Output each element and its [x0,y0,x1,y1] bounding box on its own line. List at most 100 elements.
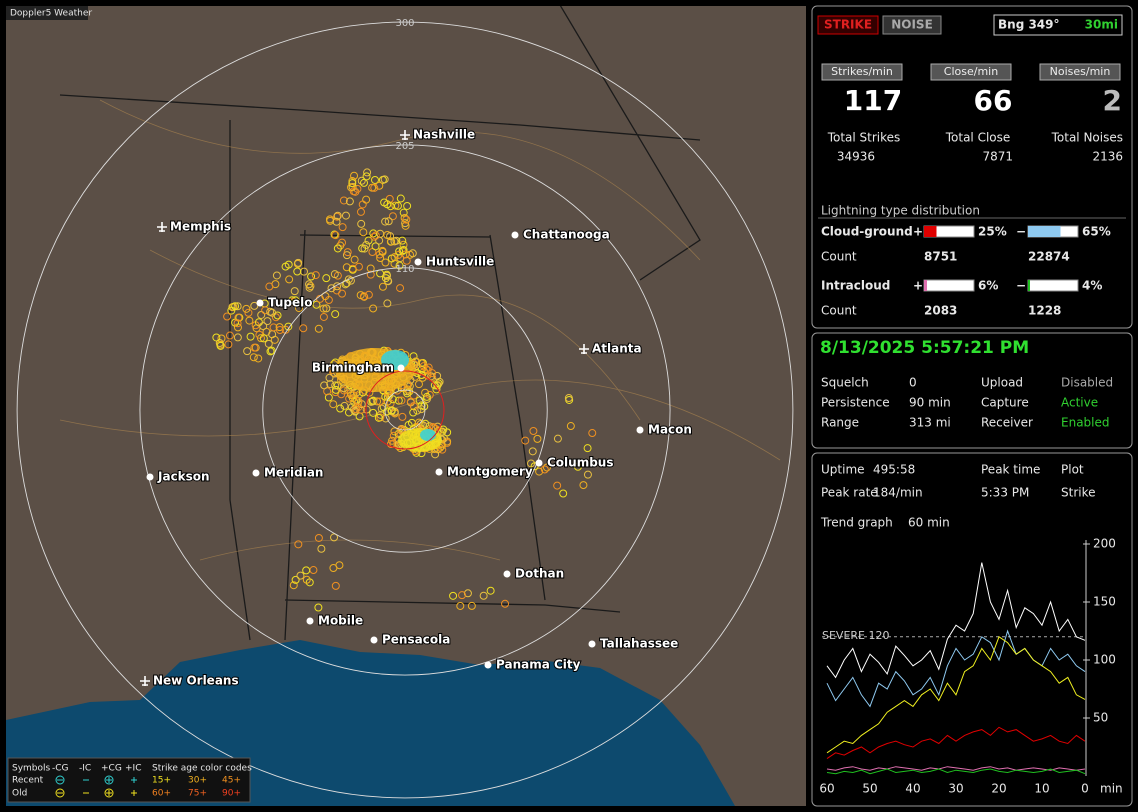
trend-line [826,766,1086,771]
strike-marker [268,308,277,317]
strike-marker [433,371,442,380]
strike-marker [250,301,259,310]
x-tick-label: 50 [862,782,877,796]
strike-marker [443,437,452,446]
strike-marker [325,373,334,382]
city-dot [503,570,511,578]
strike-marker [351,406,360,415]
strike-marker [245,316,254,325]
y-tick-label: 100 [1093,653,1116,667]
strike-marker [430,381,439,390]
rate-header [821,63,903,81]
trend-label: Trend graph [820,516,893,530]
rate-header [930,63,1012,81]
info-label: Range [821,416,859,430]
strike-marker [398,236,407,245]
stat-text: 5:33 PM [981,486,1029,500]
strike-marker [212,333,221,342]
strike-marker [364,290,373,299]
strike-marker [291,296,300,305]
strike-marker [267,346,276,355]
panel [811,332,1133,449]
airport-icon [157,222,167,232]
strike-marker [456,601,465,610]
strike-marker [479,591,488,600]
strike-button[interactable] [817,15,879,35]
strike-marker [346,276,355,285]
strike-marker [330,270,339,279]
strike-marker [342,251,351,260]
strike-marker [393,201,402,210]
info-value: 90 min [909,396,951,410]
strike-marker [383,299,392,308]
strike-marker [348,179,357,188]
city-label: Nashville [413,128,475,142]
age-code: 45+ [222,776,241,786]
x-unit: min [1100,782,1123,796]
strike-marker [350,171,359,180]
strike-marker [341,211,350,220]
city-label: Panama City [496,658,581,672]
stat-text: Plot [1061,463,1084,477]
strike-marker [284,260,293,269]
strike-marker [246,332,255,341]
strike-marker [373,397,382,406]
city-label: Tupelo [268,296,313,310]
noise-button[interactable] [882,15,942,35]
age-code: 75+ [188,789,207,799]
legend: Symbols -CG -IC +CG +IC Strike age color… [7,757,252,803]
legend-symbols-old [55,788,137,798]
noise-button-label[interactable]: NOISE [891,18,933,32]
airport-icon [579,344,589,354]
city-label: Atlanta [592,342,642,356]
map: 300 205 110 Nashville Memphis Chattanooga Hun… [6,6,806,806]
map-title-box [6,6,88,20]
info-value: 0 [909,376,917,390]
range-label: 300 [395,18,414,29]
distribution-title: Lightning type distribution [821,204,980,218]
rate-label: Strikes/min [831,65,893,78]
datetime: 8/13/2025 5:57:21 PM [820,338,1029,358]
strike-marker [319,312,328,321]
strike-marker [356,207,365,216]
strike-marker [402,215,411,224]
pct-bar [924,280,927,291]
count-value: 22874 [1028,250,1070,264]
strike-marker [383,407,392,416]
city-label: Montgomery [447,465,533,479]
strike-marker [285,275,294,284]
strike-marker [302,575,311,584]
strike-marker [326,380,335,389]
strike-marker [261,306,270,315]
strike-marker [421,419,430,428]
strike-marker [588,429,597,438]
strike-marker [319,304,328,313]
inner-ring [384,389,426,431]
rate-value: 66 [974,84,1013,117]
pct-bar [1028,226,1061,237]
strike-marker [357,405,366,414]
strike-marker [284,322,293,331]
strike-marker [348,394,357,403]
strike-marker [329,563,338,572]
strike-marker [421,388,430,397]
strike-marker [559,489,568,498]
stat-text: Peak time [981,463,1040,477]
strike-marker [431,450,440,459]
count-value: 8751 [924,250,957,264]
strike-button-label[interactable]: STRIKE [824,18,872,32]
strike-marker [330,533,339,542]
info-label: Persistence [821,396,890,410]
strike-marker [443,428,452,437]
pct-label: 25% [978,225,1007,239]
strike-marker [378,246,387,255]
strike-marker [419,362,428,371]
y-tick-label: 200 [1093,537,1116,551]
strike-marker [234,313,243,322]
strike-marker [398,412,407,421]
strike-marker [362,172,371,181]
strike-marker [583,444,592,453]
city-dot [306,617,314,625]
trend-line [826,636,1086,754]
strike-marker [331,310,340,319]
